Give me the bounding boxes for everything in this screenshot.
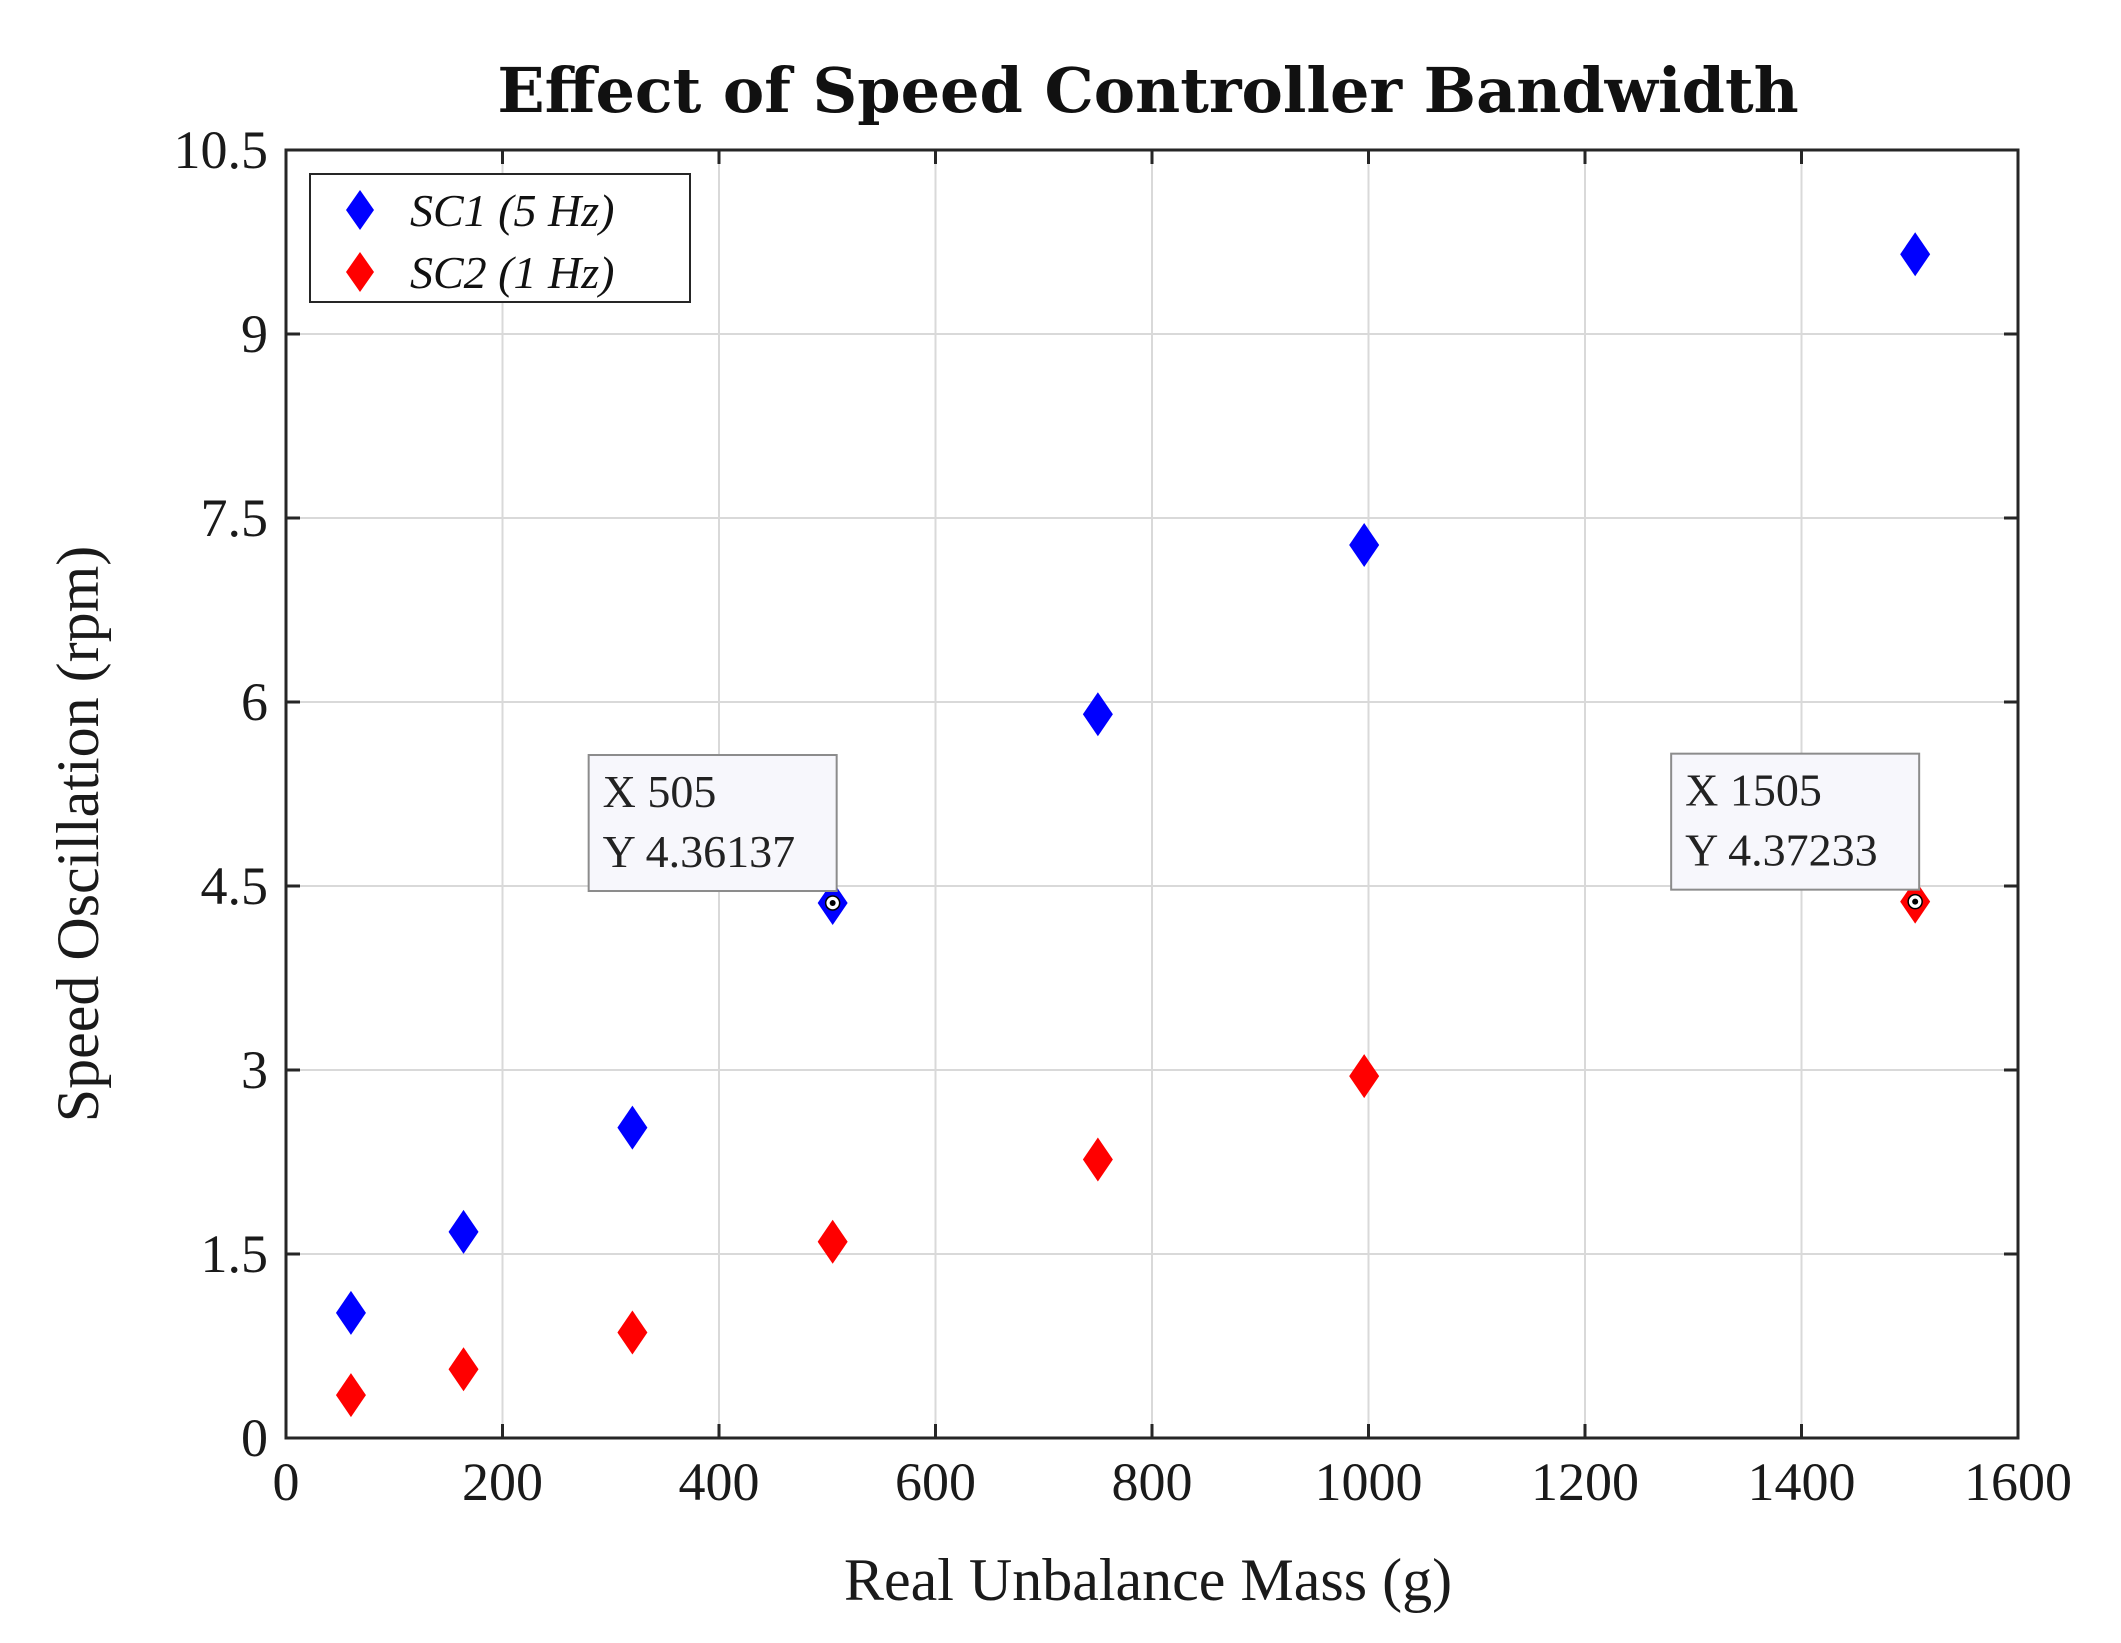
data-point — [335, 1373, 366, 1418]
data-tip-box — [587, 754, 838, 893]
legend-label: SC1 (5 Hz) — [410, 185, 614, 236]
y-tick-label: 9 — [241, 304, 268, 364]
legend-box — [309, 173, 691, 303]
data-tip-dot — [829, 900, 836, 907]
data-point — [617, 1310, 648, 1355]
x-tick-label: 1400 — [1748, 1452, 1856, 1512]
legend-item-1: SC1 (5 Hz) — [346, 185, 614, 236]
legend-marker — [346, 252, 374, 292]
y-tick-label: 3 — [241, 1040, 268, 1100]
y-tick-label: 4.5 — [201, 856, 269, 916]
legend-label: SC2 (1 Hz) — [410, 247, 614, 298]
y-tick-label: 0 — [241, 1408, 268, 1468]
data-tip-1: X 505 Y 4.36137 — [587, 754, 841, 911]
y-tick-label: 10.5 — [174, 120, 269, 180]
y-tick-label: 6 — [241, 672, 268, 732]
data-tips: X 505 Y 4.36137 X 1505 Y 4.37233 — [587, 752, 1923, 911]
y-tick-label: 7.5 — [201, 488, 269, 548]
y-axis-label: Speed Oscillation (rpm) — [45, 546, 111, 1123]
x-tick-label: 1000 — [1315, 1452, 1423, 1512]
x-tick-label: 0 — [273, 1452, 300, 1512]
y-tick-label: 1.5 — [201, 1224, 269, 1284]
data-point — [335, 1290, 366, 1335]
legend: SC1 (5 Hz) SC2 (1 Hz) — [309, 173, 691, 303]
data-tip-2: X 1505 Y 4.37233 — [1670, 752, 1923, 910]
data-tip-dot — [1912, 898, 1919, 905]
data-point — [448, 1209, 479, 1254]
x-tick-label: 400 — [679, 1452, 760, 1512]
data-tip-y: Y 4.37233 — [1685, 825, 1878, 876]
data-tip-y: Y 4.36137 — [603, 826, 796, 877]
data-tip-box — [1670, 752, 1921, 891]
data-tip-x: X 505 — [603, 766, 717, 817]
x-tick-label: 1200 — [1531, 1452, 1639, 1512]
data-point — [617, 1105, 648, 1150]
x-axis-label: Real Unbalance Mass (g) — [844, 1547, 1452, 1613]
data-point — [448, 1347, 479, 1392]
x-tick-label: 1600 — [1964, 1452, 2072, 1512]
data-point — [1349, 1054, 1380, 1099]
legend-item-2: SC2 (1 Hz) — [346, 247, 614, 298]
data-tip-x: X 1505 — [1685, 765, 1822, 816]
data-point — [1082, 1137, 1113, 1182]
data-point — [1900, 232, 1931, 277]
data-point — [1349, 522, 1380, 567]
series-2 — [335, 879, 1931, 1418]
chart-title: Effect of Speed Controller Bandwidth — [497, 54, 1798, 127]
data-point — [817, 1219, 848, 1264]
ticks: 0 200 400 600 800 1000 1200 1400 1600 0 1.5 3 4.5 6 7.… — [174, 120, 2073, 1512]
x-tick-label: 600 — [895, 1452, 976, 1512]
data-point — [1082, 692, 1113, 737]
x-tick-label: 800 — [1112, 1452, 1193, 1512]
legend-marker — [346, 190, 374, 230]
x-tick-label: 200 — [462, 1452, 543, 1512]
